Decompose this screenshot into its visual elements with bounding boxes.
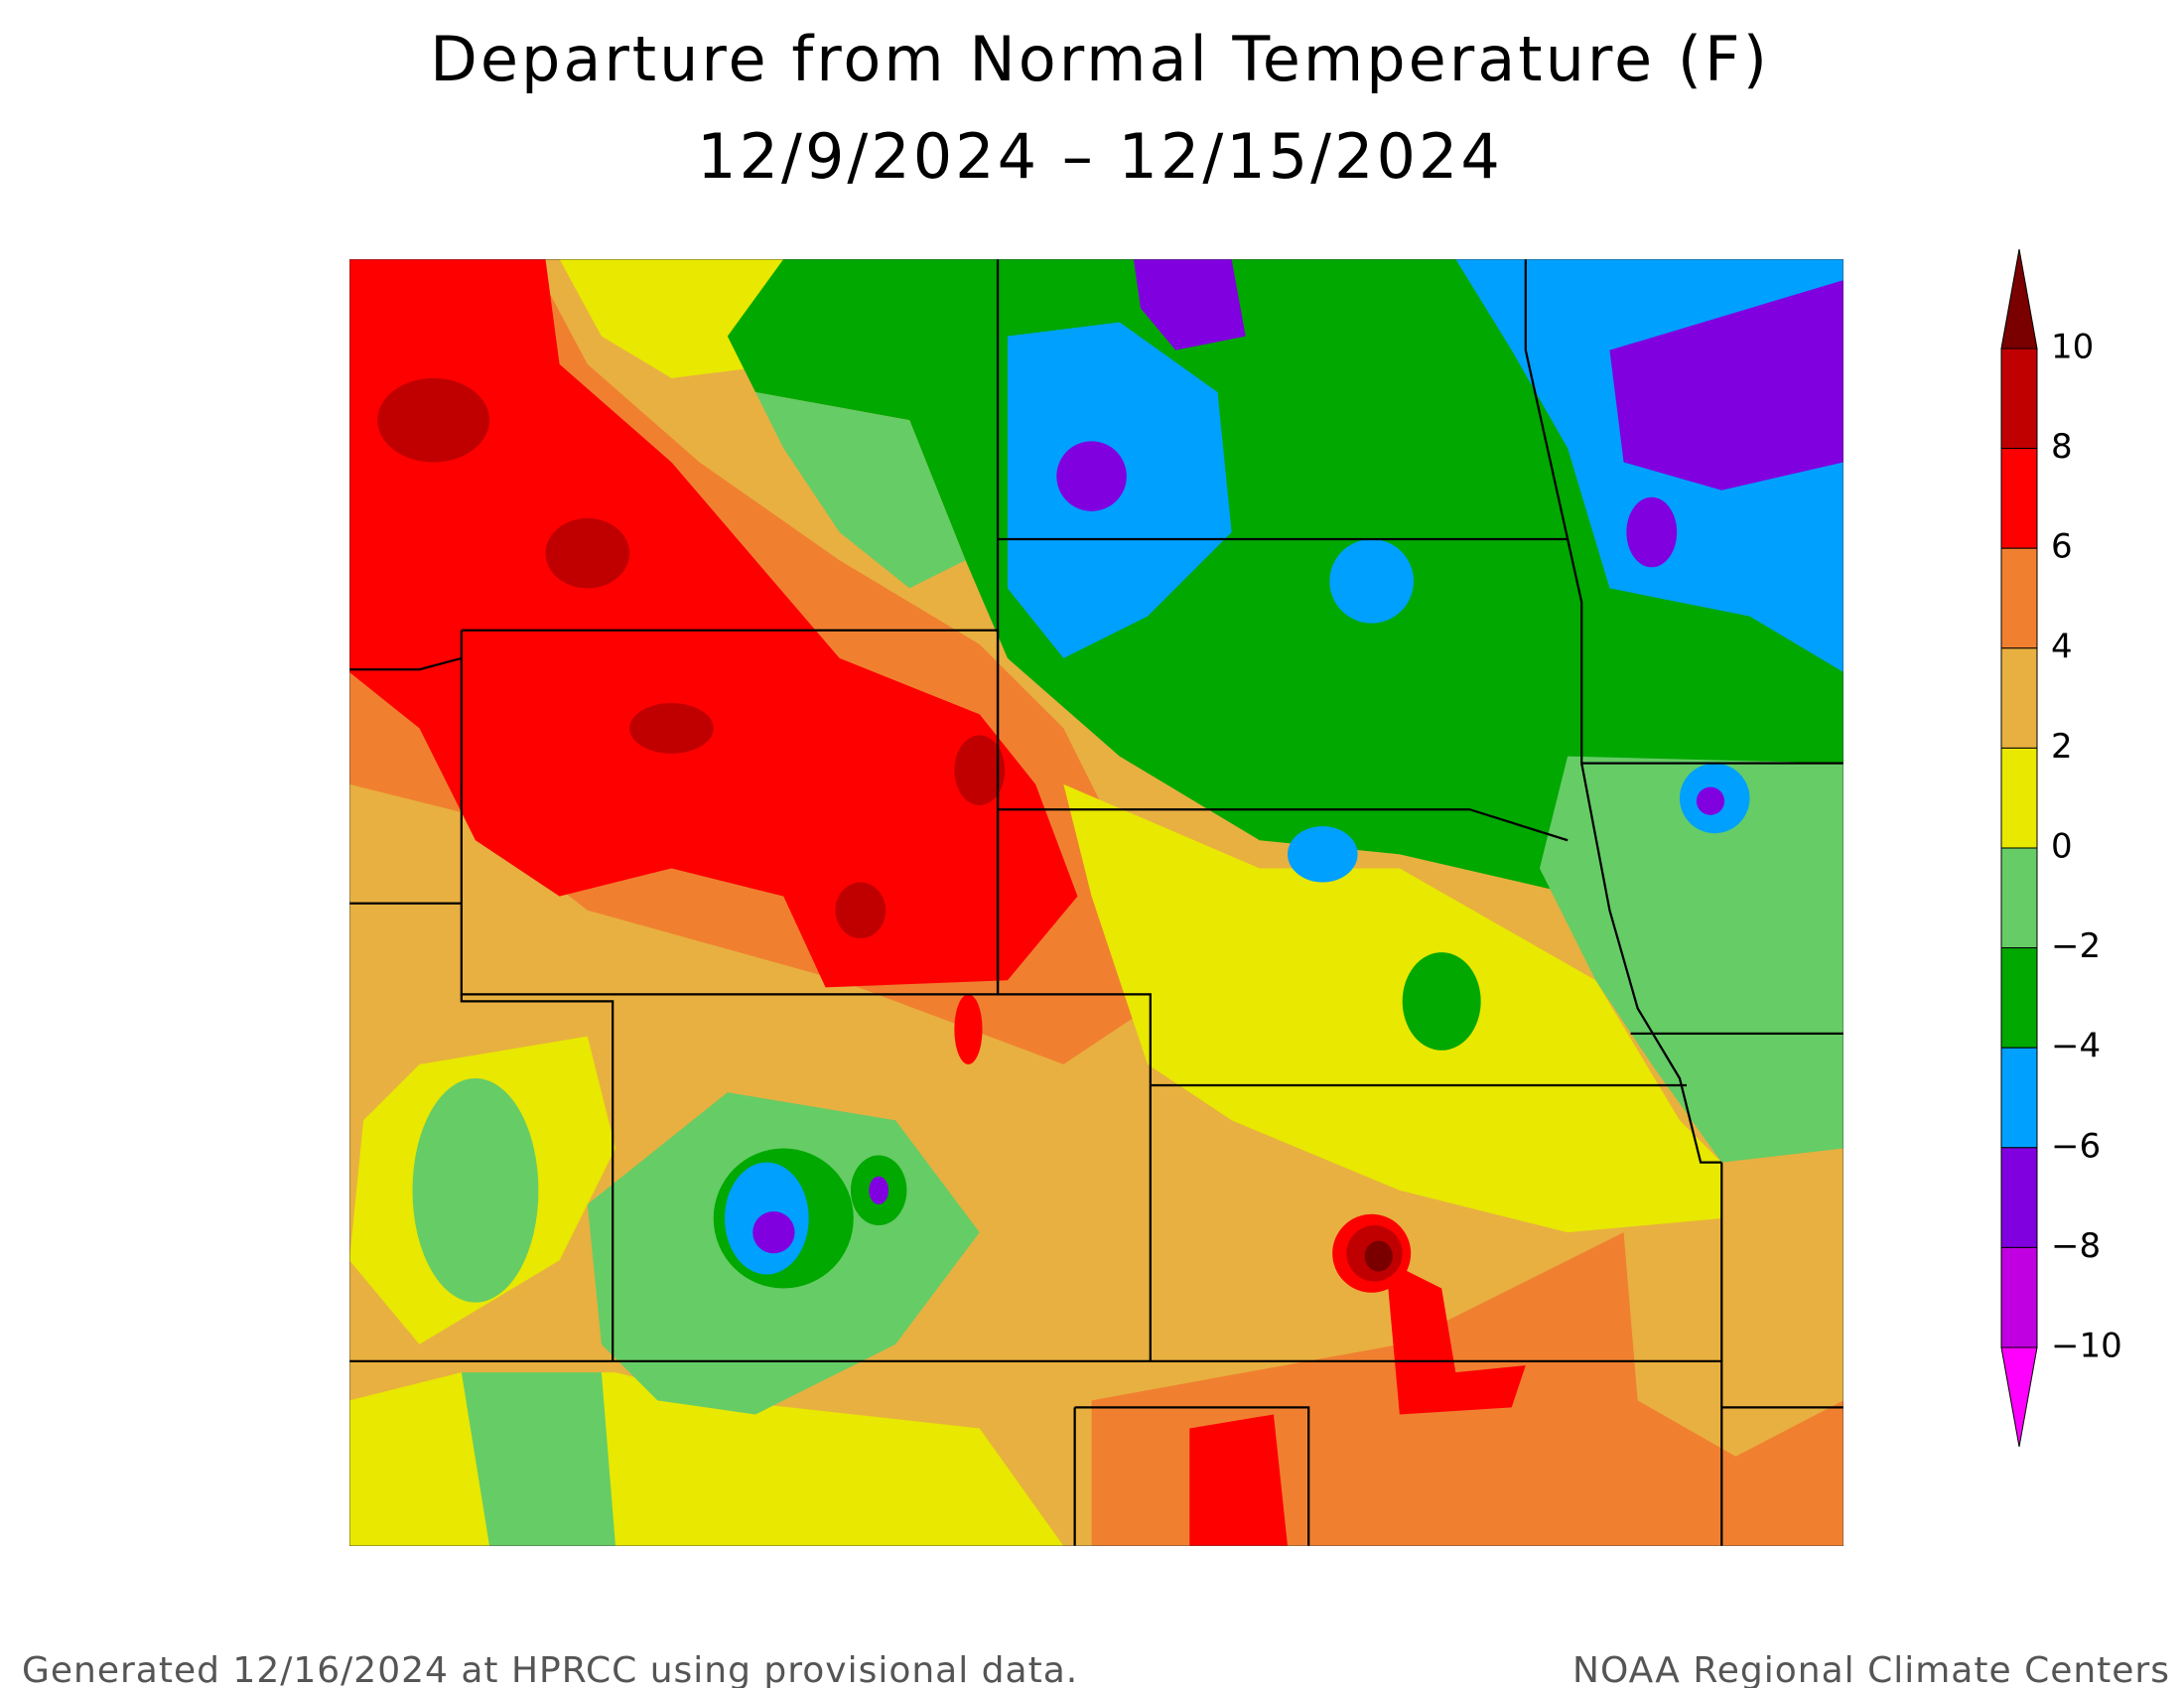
colorbar-label: −6: [2051, 1126, 2101, 1166]
title: Departure from Normal Temperature (F): [430, 23, 1770, 95]
map: [349, 259, 1843, 1546]
contour-region: [1288, 826, 1358, 883]
colorbar-segment: [2000, 647, 2038, 749]
contour-region: [1626, 496, 1678, 568]
contour-region: [752, 1210, 795, 1254]
footer-right: NOAA Regional Climate Centers: [1572, 1650, 2170, 1688]
colorbar-segment: [2000, 448, 2038, 549]
contour-region: [755, 391, 966, 589]
colorbar-label: −8: [2051, 1226, 2101, 1266]
contour-region: [1539, 756, 1843, 1163]
state-border: [998, 993, 1152, 1361]
contour-region: [1609, 280, 1843, 491]
colorbar-label: 6: [2051, 527, 2073, 567]
contour-region: [1189, 1414, 1289, 1546]
colorbar-label: −4: [2051, 1027, 2101, 1066]
contour-region: [1385, 1260, 1526, 1415]
state-border: [1580, 763, 1722, 1164]
contour-region: [412, 1077, 539, 1303]
colorbar-segment: [2000, 547, 2038, 649]
contour-region: [1063, 783, 1722, 1233]
colorbar-top-arrow: [2000, 248, 2038, 350]
colorbar-segment: [2000, 747, 2038, 849]
colorbar-label: −2: [2051, 926, 2101, 966]
colorbar-segment: [2000, 947, 2038, 1049]
colorbar-label: 8: [2051, 427, 2073, 467]
contour-region: [461, 1372, 615, 1546]
colorbar-label: 0: [2051, 827, 2073, 867]
colorbar-label: 4: [2051, 627, 2073, 666]
contour-region: [1402, 952, 1481, 1051]
contour-region: [835, 882, 887, 938]
contour-region: [1133, 259, 1246, 351]
colorbar-bottom-arrow: [2000, 1346, 2038, 1448]
state-border: [1074, 1406, 1310, 1546]
contour-region: [629, 703, 714, 754]
contour-region: [1696, 786, 1725, 815]
state-border: [1524, 259, 1843, 765]
contour-region: [377, 377, 490, 463]
colorbar-segment: [2000, 1246, 2038, 1348]
contour-region: [559, 259, 784, 378]
colorbar-label: −10: [2051, 1327, 2122, 1366]
contour-region: [349, 259, 1078, 988]
state-border: [998, 808, 1569, 842]
colorbar-segment: [2000, 847, 2038, 949]
contour-region: [954, 994, 983, 1064]
colorbar-segment: [2000, 1047, 2038, 1149]
contour-region: [954, 735, 1006, 805]
contour-region: [1329, 539, 1414, 624]
subtitle: 12/9/2024 – 12/15/2024: [697, 120, 1503, 193]
state-border: [349, 656, 463, 671]
contour-region: [545, 517, 630, 589]
state-border: [460, 994, 614, 1361]
colorbar-label: 10: [2051, 328, 2094, 367]
footer-left: Generated 12/16/2024 at HPRCC using prov…: [22, 1650, 1078, 1688]
contour-region: [1056, 441, 1127, 511]
contour-region: [869, 1176, 889, 1204]
colorbar-segment: [2000, 348, 2038, 450]
colorbar-label: 2: [2051, 727, 2073, 767]
contour-region: [1364, 1240, 1393, 1272]
colorbar-segment: [2000, 1147, 2038, 1248]
